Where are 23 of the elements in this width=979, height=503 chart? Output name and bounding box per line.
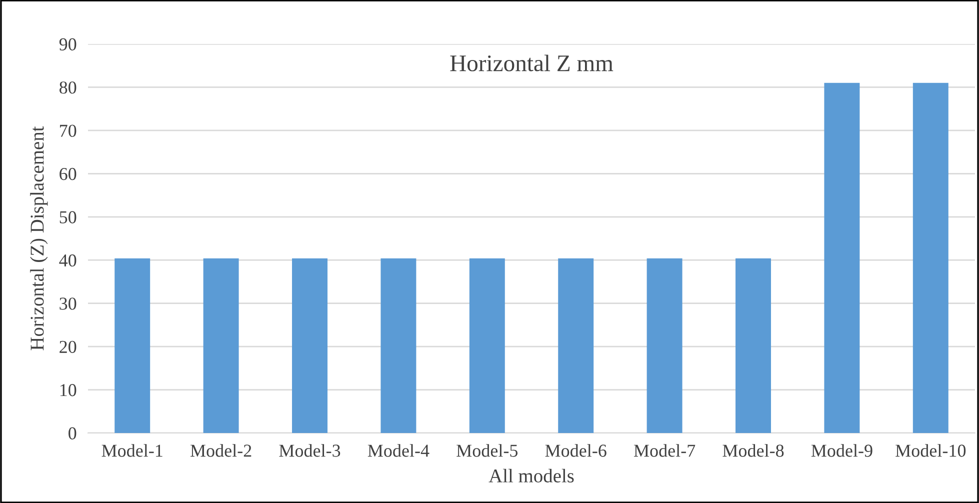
y-tick-label: 50 [60,211,76,224]
x-tick-label: Model-2 [190,444,252,457]
x-tick-label: Model-4 [368,444,430,457]
x-tick-label: Model-3 [279,444,340,457]
y-tick-label: 30 [60,298,76,310]
x-tick-label: Model-10 [896,444,966,457]
x-axis-title: All models [488,468,574,483]
y-tick-label: 20 [60,340,76,353]
y-tick-label: 80 [60,81,76,94]
x-tick-label: Model-9 [811,444,872,457]
x-tick-label: Model-6 [545,444,606,457]
x-tick-label: Model-1 [102,444,162,457]
y-tick-label: 90 [59,38,76,50]
x-tick-label: Model-5 [456,444,518,457]
y-axis-title: Horizontal (Z) Displacement [30,126,48,350]
x-tick-label: Model-7 [634,444,696,457]
y-tick-label: 0 [68,427,76,440]
x-tick-label: Model-8 [722,444,784,457]
y-tick-label: 70 [60,124,76,137]
chart-title: Horizontal Z mm [450,54,614,72]
y-tick-label: 10 [60,384,76,396]
y-tick-label: 40 [59,254,76,267]
y-tick-label: 60 [60,168,76,180]
